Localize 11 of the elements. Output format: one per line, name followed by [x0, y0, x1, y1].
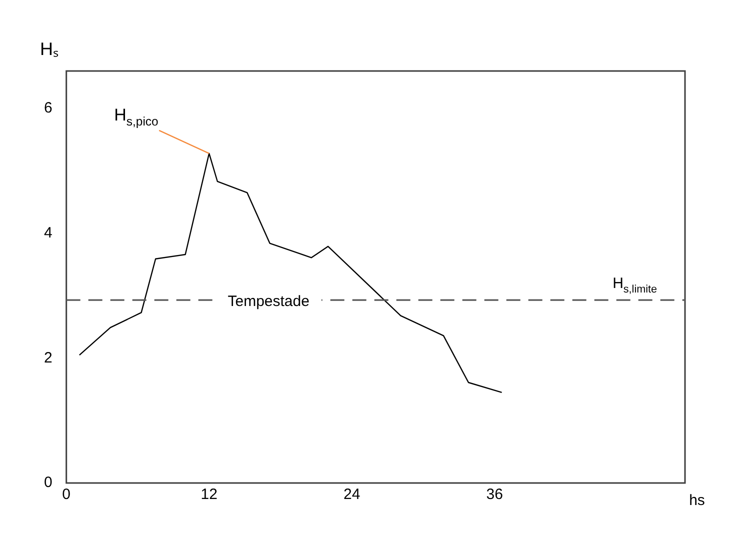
y-tick-label: 4	[44, 224, 52, 242]
y-tick-label: 6	[44, 100, 52, 117]
annotation: Tempestade	[228, 293, 310, 310]
y-axis-title: Hₛ	[40, 39, 59, 59]
x-tick-label: 36	[486, 486, 503, 504]
x-tick-label: 12	[200, 486, 218, 504]
x-tick-label: 24	[344, 486, 360, 504]
x-axis-title: hs	[689, 492, 705, 509]
y-tick-label: 2	[44, 349, 52, 366]
x-tick-label: 0	[62, 486, 71, 504]
y-tick-label: 0	[44, 474, 52, 492]
